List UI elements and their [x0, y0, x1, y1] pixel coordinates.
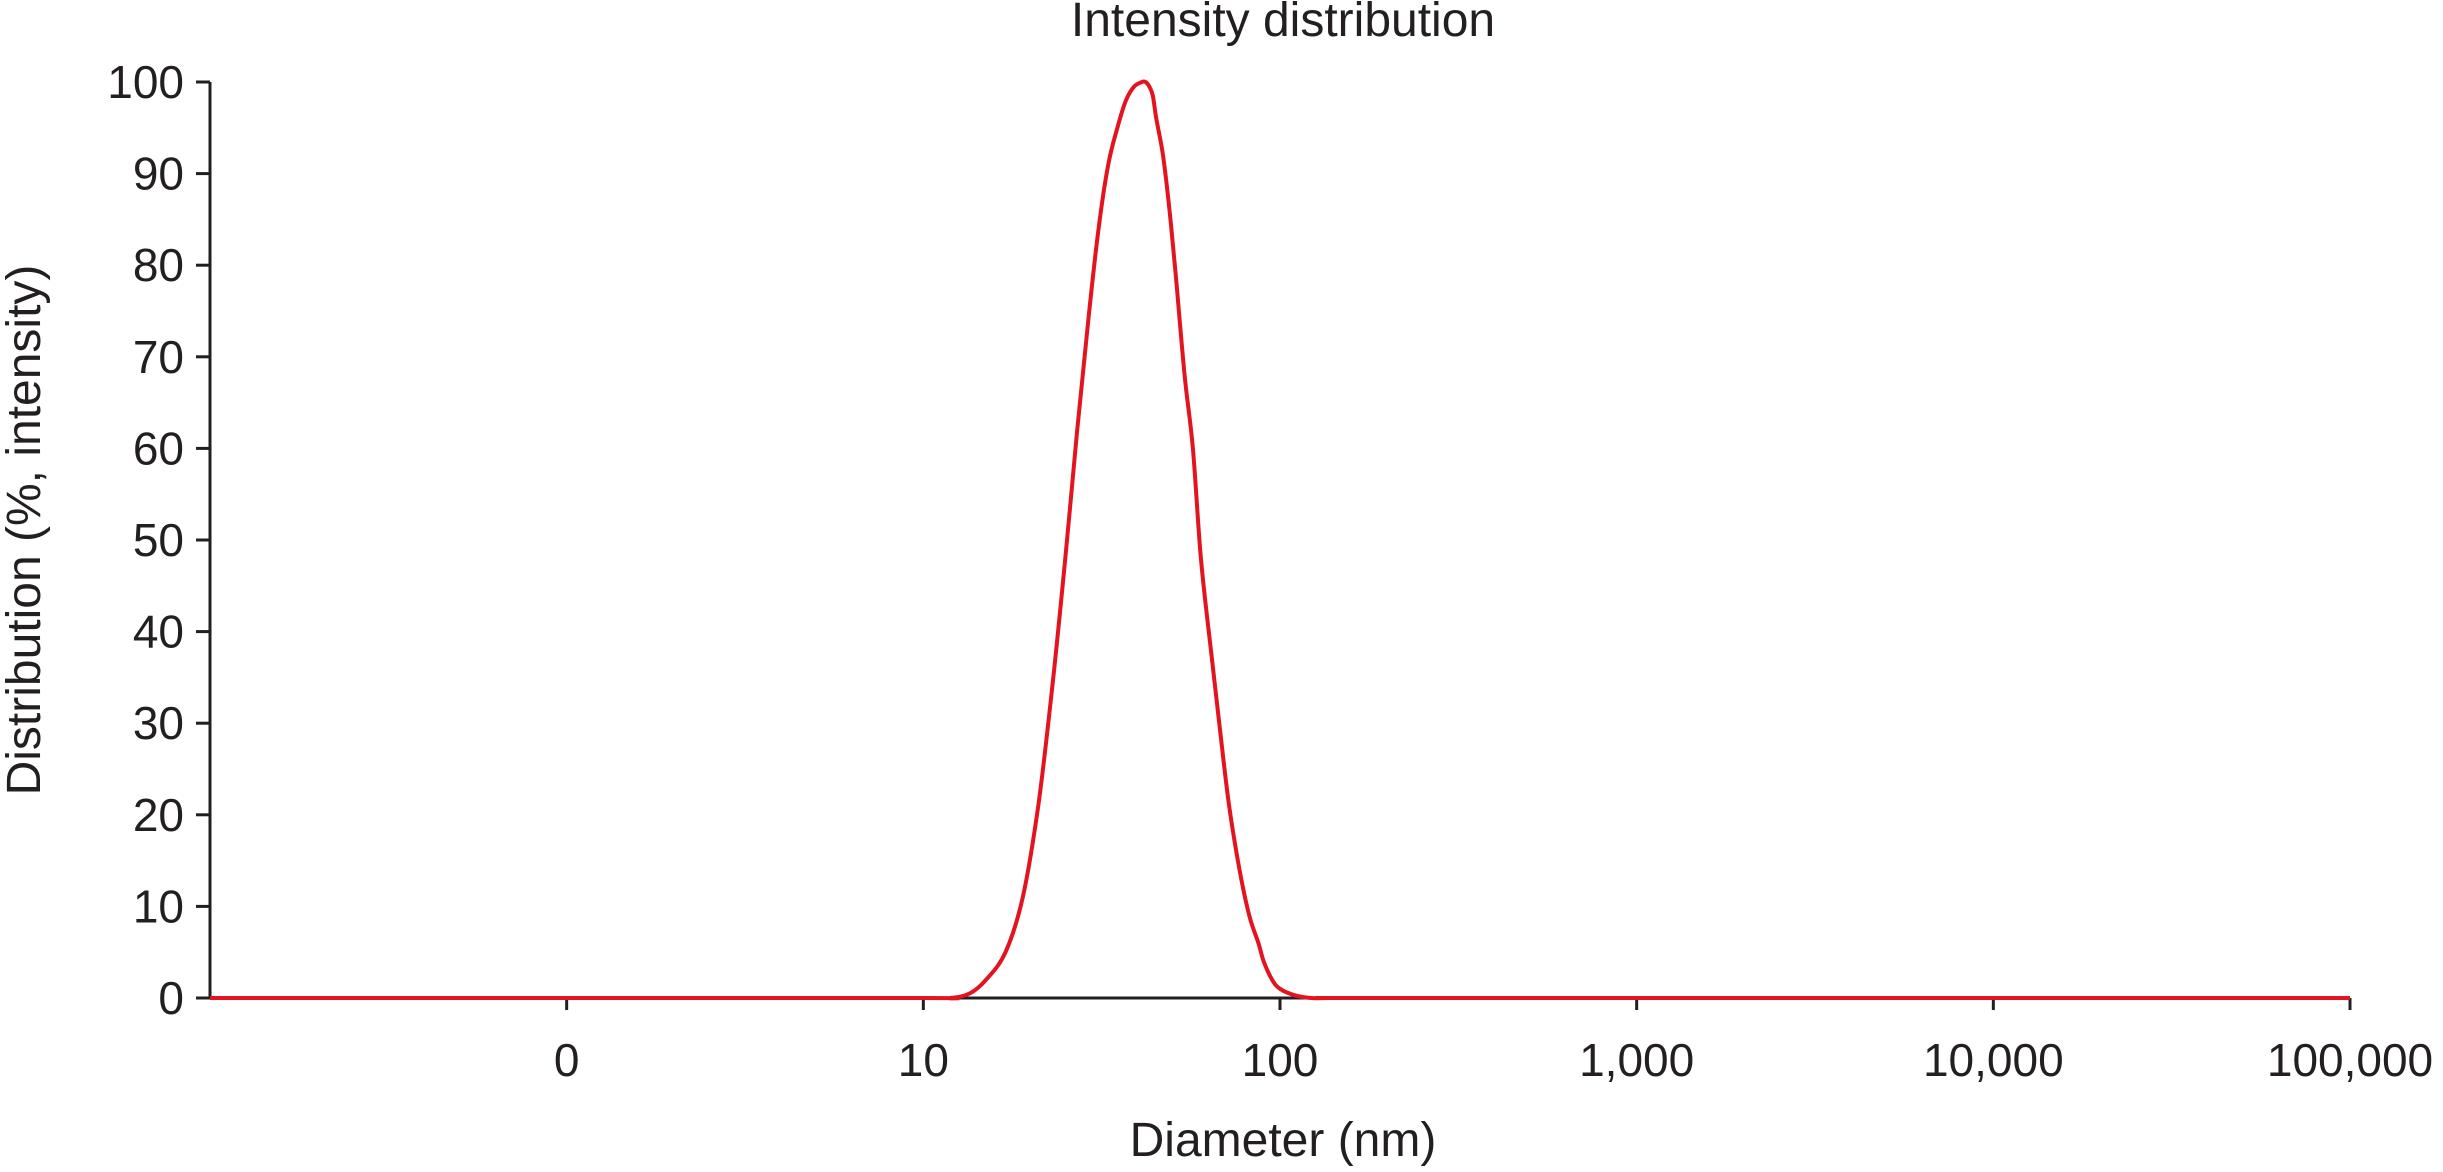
x-tick-label: 0 — [554, 1034, 580, 1086]
y-axis-ticks: 0 10 20 30 40 50 60 70 80 90 100 — [107, 56, 210, 1024]
y-tick-label: 0 — [158, 972, 184, 1024]
chart-title: Intensity distribution — [1071, 0, 1495, 47]
x-axis-ticks: 0 10 100 1,000 10,000 100,000 — [554, 998, 2433, 1086]
x-tick-label: 100,000 — [2267, 1034, 2433, 1086]
y-tick-label: 100 — [107, 56, 184, 108]
axes — [208, 82, 2350, 1000]
y-tick-label: 30 — [133, 697, 184, 749]
series-group — [210, 79, 2350, 1001]
y-tick-label: 40 — [133, 606, 184, 658]
y-tick-label: 20 — [133, 789, 184, 841]
x-tick-label: 10 — [898, 1034, 949, 1086]
y-axis-label-group: Distribution (%, intensity) — [0, 265, 51, 796]
x-tick-label: 10,000 — [1923, 1034, 2064, 1086]
y-tick-label: 90 — [133, 148, 184, 200]
x-tick-label: 1,000 — [1579, 1034, 1694, 1086]
x-axis-label: Diameter (nm) — [1130, 1114, 1437, 1167]
y-tick-label: 10 — [133, 880, 184, 932]
y-tick-label: 80 — [133, 239, 184, 291]
y-tick-label: 50 — [133, 514, 184, 566]
y-axis-label: Distribution (%, intensity) — [0, 265, 51, 796]
x-tick-label: 100 — [1242, 1034, 1319, 1086]
y-tick-label: 70 — [133, 331, 184, 383]
series-line-1 — [210, 79, 2350, 1001]
y-tick-label: 60 — [133, 422, 184, 474]
